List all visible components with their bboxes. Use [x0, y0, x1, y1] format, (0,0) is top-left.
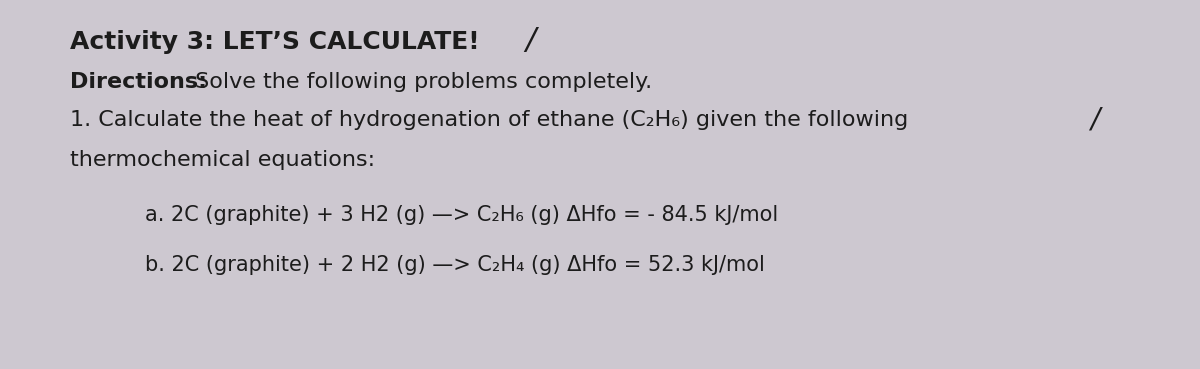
Text: Directions:: Directions: [70, 72, 208, 92]
Text: Solve the following problems completely.: Solve the following problems completely. [188, 72, 652, 92]
Text: /: / [1090, 106, 1099, 134]
Text: 1. Calculate the heat of hydrogenation of ethane (C₂H₆) given the following: 1. Calculate the heat of hydrogenation o… [70, 110, 908, 130]
Text: b. 2C (graphite) + 2 H2 (g) —> C₂H₄ (g) ΔHfo = 52.3 kJ/mol: b. 2C (graphite) + 2 H2 (g) —> C₂H₄ (g) … [145, 255, 764, 275]
Text: Activity 3: LET’S CALCULATE!: Activity 3: LET’S CALCULATE! [70, 30, 480, 54]
Text: thermochemical equations:: thermochemical equations: [70, 150, 376, 170]
Text: /: / [526, 26, 535, 55]
Text: a. 2C (graphite) + 3 H2 (g) —> C₂H₆ (g) ΔHfo = - 84.5 kJ/mol: a. 2C (graphite) + 3 H2 (g) —> C₂H₆ (g) … [145, 205, 779, 225]
